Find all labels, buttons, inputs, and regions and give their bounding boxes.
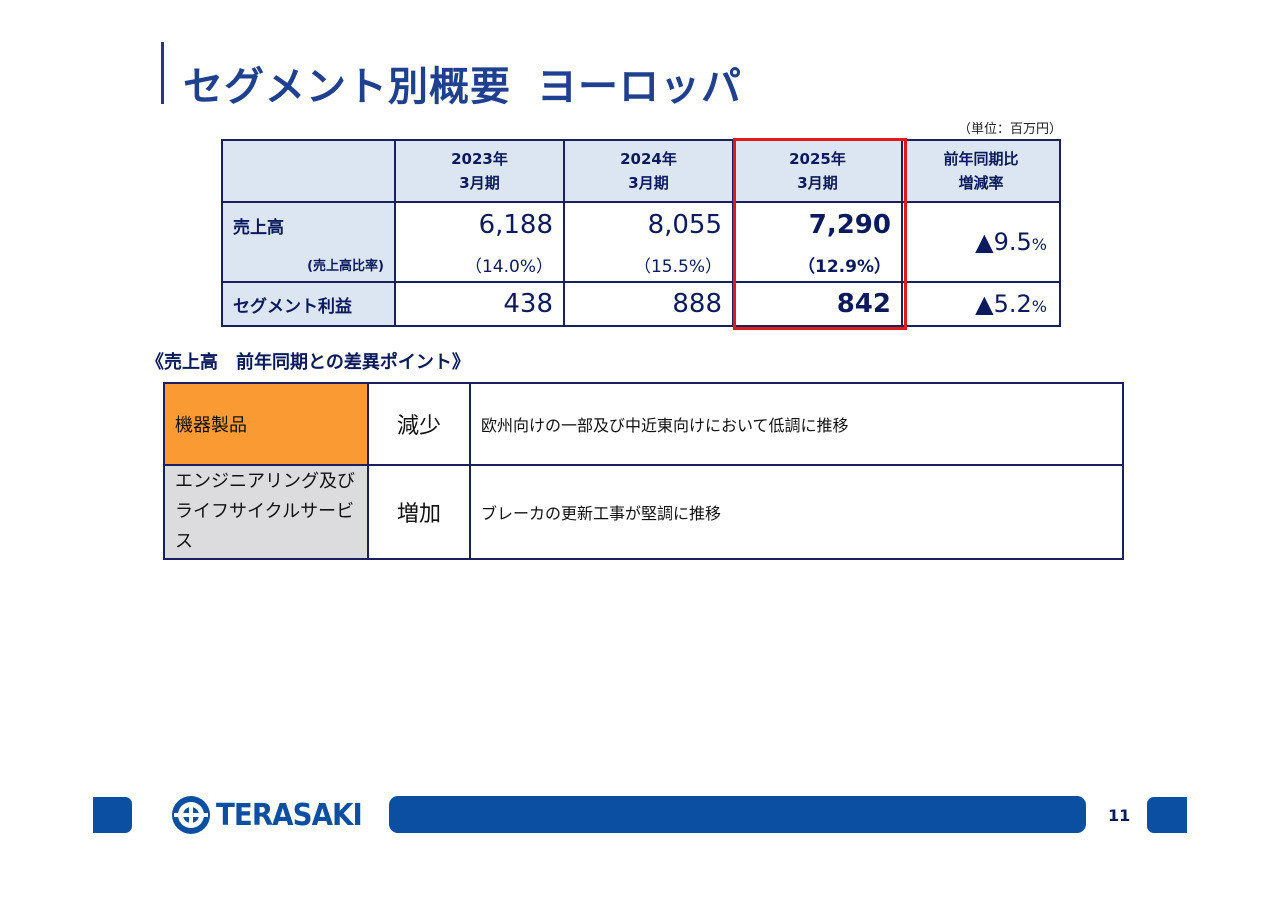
description-equipment: 欧州向けの一部及び中近東向けにおいて低調に推移 xyxy=(469,382,1124,466)
header-empty-cell xyxy=(221,139,396,203)
sales-row: 売上高 6,188 8,055 7,290 ▲9.5% xyxy=(221,201,1061,283)
title-sub: ヨーロッパ xyxy=(537,64,742,110)
category-equipment: 機器製品 xyxy=(163,382,369,466)
terasaki-logo: TERASAKI xyxy=(172,796,375,834)
unit-note: （単位：百万円） xyxy=(958,122,1063,137)
sales-2023: 6,188 xyxy=(394,201,565,247)
profit-2023: 438 xyxy=(394,281,565,327)
diff-section-heading: 《売上高 前年同期との差異ポイント》 xyxy=(146,352,470,373)
description-engineering: ブレーカの更新工事が堅調に推移 xyxy=(469,464,1124,560)
financial-table: 2023年 3月期 2024年 3月期 2025年 3月期 前年同期比 増減率 売上高 … xyxy=(221,139,1061,327)
sales-2024: 8,055 xyxy=(563,201,734,247)
header-change: 前年同期比 増減率 xyxy=(901,139,1061,203)
header-2023: 2023年 3月期 xyxy=(394,139,565,203)
sales-label: 売上高 xyxy=(221,201,396,247)
table-header-row: 2023年 3月期 2024年 3月期 2025年 3月期 前年同期比 増減率 xyxy=(221,139,1061,203)
logo-wordmark: TERASAKI xyxy=(216,797,363,833)
footer-right-block xyxy=(1147,797,1187,833)
profit-row: セグメント利益 438 888 842 ▲5.2% xyxy=(221,281,1061,327)
diff-table: 機器製品 減少 欧州向けの一部及び中近東向けにおいて低調に推移 エンジニアリング… xyxy=(163,382,1124,560)
footer-left-block xyxy=(93,797,132,833)
category-engineering: エンジニアリング及び ライフサイクルサービス xyxy=(163,464,369,560)
trend-decrease: 減少 xyxy=(367,382,471,466)
logo-mark-icon xyxy=(172,796,210,834)
sales-2025: 7,290 xyxy=(732,201,903,247)
profit-2025: 842 xyxy=(732,281,903,327)
footer-bar xyxy=(389,796,1086,833)
profit-change: ▲5.2% xyxy=(901,281,1061,327)
page-title: セグメント別概要 ヨーロッパ xyxy=(183,54,742,112)
profit-label: セグメント利益 xyxy=(221,281,396,327)
table-row: 機器製品 減少 欧州向けの一部及び中近東向けにおいて低調に推移 xyxy=(163,382,1124,466)
trend-increase: 増加 xyxy=(367,464,471,560)
sales-ratio-label: (売上高比率) xyxy=(221,247,396,283)
sales-ratio-row: (売上高比率) （14.0%） （15.5%） （12.9%） xyxy=(221,247,1060,283)
ratio-2024: （15.5%） xyxy=(563,247,734,283)
page-number: 11 xyxy=(1108,806,1131,825)
sales-change: ▲9.5% xyxy=(901,201,1061,283)
table-row: エンジニアリング及び ライフサイクルサービス 増加 ブレーカの更新工事が堅調に推移 xyxy=(163,464,1124,560)
header-2024: 2024年 3月期 xyxy=(563,139,734,203)
title-accent-bar xyxy=(161,42,164,104)
title-main: セグメント別概要 xyxy=(183,64,511,110)
ratio-2025: （12.9%） xyxy=(732,247,903,283)
profit-2024: 888 xyxy=(563,281,734,327)
header-2025: 2025年 3月期 xyxy=(732,139,903,203)
ratio-2023: （14.0%） xyxy=(394,247,565,283)
